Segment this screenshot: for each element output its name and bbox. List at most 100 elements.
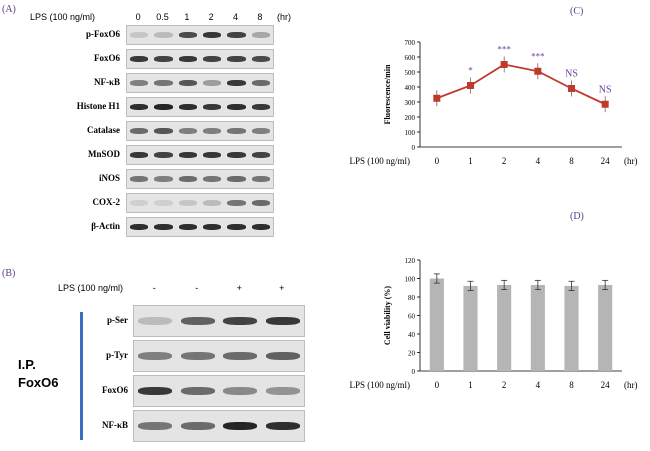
data-point xyxy=(534,67,542,75)
blot-label: p-Ser xyxy=(107,315,128,325)
lane-sign: - xyxy=(152,283,156,293)
y-tick-label: 200 xyxy=(405,114,416,122)
blot-band xyxy=(129,80,149,86)
blot-band xyxy=(265,317,300,325)
bar xyxy=(429,278,444,371)
blot-band xyxy=(251,152,271,158)
blot-band xyxy=(227,176,246,182)
blot-band xyxy=(154,200,173,206)
lane-sign: + xyxy=(236,283,242,293)
blot-band xyxy=(178,128,198,134)
blot-band xyxy=(251,200,271,206)
x-tick-label: 2 xyxy=(502,380,507,390)
panel-a-treatment-label: LPS (100 ng/ml) xyxy=(30,12,96,22)
blot-band xyxy=(202,104,222,110)
x-tick-label: 24 xyxy=(601,380,611,390)
y-tick-label: 40 xyxy=(408,331,416,339)
data-point xyxy=(433,94,441,102)
ip-label-line1: I.P. xyxy=(18,357,36,372)
x-axis-unit: (hr) xyxy=(624,156,638,166)
bar xyxy=(463,285,478,371)
y-tick-label: 100 xyxy=(405,276,416,284)
x-tick-label: 2 xyxy=(502,156,507,166)
y-tick-label: 700 xyxy=(405,39,416,47)
timepoint-label: 8 xyxy=(257,12,263,22)
x-tick-label: 1 xyxy=(468,156,473,166)
blot-band xyxy=(129,56,149,62)
blot-band xyxy=(251,56,271,62)
blot-label: MnSOD xyxy=(87,149,120,159)
blot-band xyxy=(180,317,215,325)
x-tick-label: 0 xyxy=(435,156,440,166)
blot-strip xyxy=(126,49,274,69)
x-axis-prefix: LPS (100 ng/ml) xyxy=(349,380,410,390)
blot-strip xyxy=(126,97,274,117)
timepoint-label: 0.5 xyxy=(156,12,169,22)
blot-band xyxy=(129,32,149,38)
bar xyxy=(564,285,579,371)
y-axis-label: Cell viability (%) xyxy=(383,286,392,345)
x-tick-label: 8 xyxy=(569,156,574,166)
blot-band xyxy=(223,352,258,360)
x-axis-prefix: LPS (100 ng/ml) xyxy=(349,156,410,166)
lane-sign: + xyxy=(279,283,285,293)
panel-letter: (D) xyxy=(570,211,584,222)
panel-a-letter: (A) xyxy=(2,4,16,15)
blot-band xyxy=(178,152,198,158)
blot-band xyxy=(178,56,198,62)
timepoint-label: 4 xyxy=(232,12,238,22)
blot-band xyxy=(265,422,300,430)
lane-sign: - xyxy=(195,283,199,293)
y-axis-label: Fluorescence/min xyxy=(383,64,392,124)
x-tick-label: 1 xyxy=(468,380,473,390)
blot-label: COX-2 xyxy=(92,197,121,207)
blot-label: NF-κB xyxy=(102,420,128,430)
blot-band xyxy=(227,128,246,134)
blot-label: FoxO6 xyxy=(102,385,128,395)
blot-label: iNOS xyxy=(98,173,120,183)
blot-band xyxy=(202,224,222,230)
blot-band xyxy=(251,80,271,86)
blot-band xyxy=(129,104,149,110)
blot-band xyxy=(178,104,198,110)
panel-a-unit: (hr) xyxy=(277,12,291,22)
significance-label: * xyxy=(468,66,473,76)
blot-band xyxy=(154,80,173,86)
blot-band xyxy=(129,224,149,230)
blot-band xyxy=(223,422,258,430)
y-tick-label: 0 xyxy=(412,144,416,152)
blot-band xyxy=(138,352,173,360)
timepoint-label: 0 xyxy=(135,12,141,22)
blot-band xyxy=(251,32,271,38)
series-line xyxy=(436,63,606,106)
blot-band xyxy=(154,224,173,230)
y-tick-label: 120 xyxy=(405,257,416,265)
blot-label: FoxO6 xyxy=(94,53,120,63)
blot-band xyxy=(223,387,258,395)
blot-strip xyxy=(126,145,274,165)
blot-band xyxy=(138,387,173,395)
blot-band xyxy=(265,387,300,395)
panel-b-letter: (B) xyxy=(2,268,16,279)
blot-strip xyxy=(133,305,305,337)
blot-band xyxy=(178,200,198,206)
blot-band xyxy=(154,56,173,62)
bar xyxy=(497,284,512,371)
significance-label: NS xyxy=(565,69,578,80)
y-tick-label: 400 xyxy=(405,84,416,92)
blot-band xyxy=(202,32,222,38)
x-tick-label: 8 xyxy=(569,380,574,390)
blot-strip xyxy=(126,25,274,45)
blot-band xyxy=(202,128,222,134)
blot-band xyxy=(129,200,149,206)
blot-band xyxy=(202,56,222,62)
x-axis-unit: (hr) xyxy=(624,380,638,390)
blot-strip xyxy=(133,410,305,442)
x-tick-label: 24 xyxy=(601,156,611,166)
blot-band xyxy=(154,176,173,182)
ip-label: I.P. FoxO6 xyxy=(18,356,58,392)
data-point xyxy=(568,85,575,92)
blot-band xyxy=(154,128,173,134)
data-point xyxy=(500,61,508,68)
